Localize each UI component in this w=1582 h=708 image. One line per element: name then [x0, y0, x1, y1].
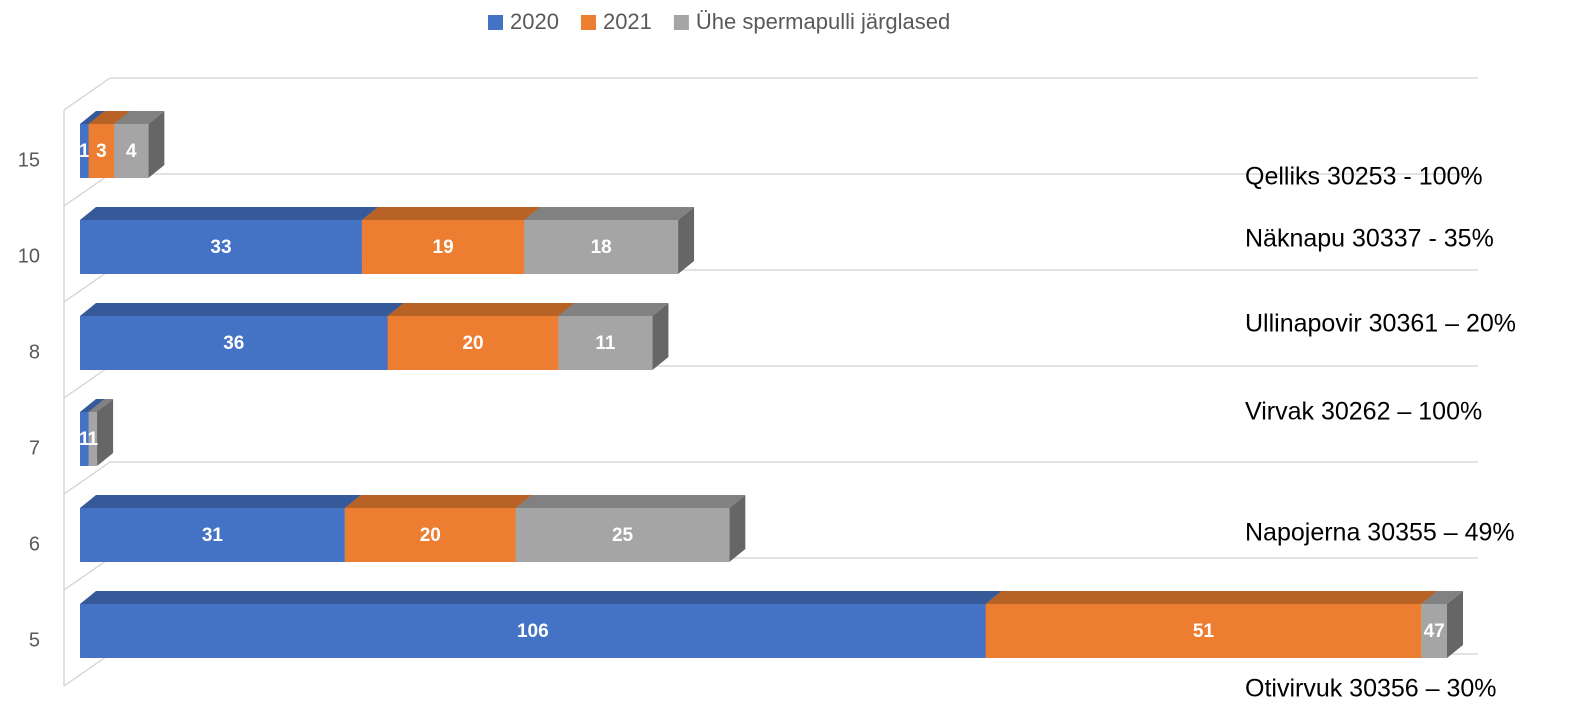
bar-segment: [80, 303, 404, 370]
bar-top: [1421, 591, 1463, 604]
grid-line: [63, 557, 1478, 591]
annotation: Napojerna 30355 – 49%: [1245, 519, 1515, 547]
bar-segment: [80, 591, 1002, 658]
legend-label: Ühe spermapulli järglased: [696, 9, 950, 34]
bar-top: [985, 591, 1438, 604]
data-label: 25: [612, 525, 634, 546]
bar-side: [97, 399, 114, 466]
grid-line: [63, 269, 1478, 303]
bar-segment: [524, 207, 695, 274]
bar-top: [387, 303, 575, 316]
bar: [524, 220, 679, 274]
data-label: 20: [462, 333, 483, 354]
data-label: 20: [420, 525, 441, 546]
bar-top: [80, 495, 361, 508]
y-tick-label: 6: [29, 533, 40, 555]
annotation: Qelliks 30253 - 100%: [1245, 163, 1483, 191]
legend-label: 2020: [510, 9, 559, 34]
data-label: 1: [88, 429, 99, 450]
bar: [80, 412, 89, 466]
bar-top: [88, 111, 131, 124]
bar: [80, 316, 388, 370]
bar: [80, 220, 362, 274]
bar-top: [80, 399, 105, 412]
annotation: Virvak 30262 – 100%: [1245, 398, 1482, 426]
bar: [88, 124, 115, 178]
bar-segment: [985, 591, 1438, 658]
data-label: 1: [79, 141, 90, 162]
bar-top: [344, 495, 532, 508]
bar: [344, 508, 516, 562]
annotation: Ullinapovir 30361 – 20%: [1245, 310, 1516, 338]
bar: [1421, 604, 1447, 658]
bar: [985, 604, 1422, 658]
data-label: 3: [96, 141, 107, 162]
bar-side: [729, 495, 746, 562]
data-label: 33: [210, 237, 231, 258]
bar-top: [524, 207, 695, 220]
y-tick-label: 8: [29, 341, 40, 363]
annotation: Otivirvuk 30356 – 30%: [1245, 675, 1497, 703]
data-label: 19: [433, 237, 454, 258]
data-label: 4: [126, 141, 137, 162]
data-label: 51: [1193, 621, 1215, 642]
bar-side: [148, 111, 165, 178]
bar-top: [361, 207, 541, 220]
legend-swatch: [488, 15, 503, 30]
data-label: 47: [1424, 621, 1445, 642]
bar-segment: [114, 111, 165, 178]
data-label: 18: [591, 237, 612, 258]
bar-top: [80, 303, 404, 316]
annotation: Näknapu 30337 - 35%: [1245, 225, 1494, 253]
legend-swatch: [580, 15, 596, 30]
bar-segment: [558, 303, 669, 370]
bar-top: [114, 111, 165, 124]
grid-line: [63, 365, 1478, 399]
data-label: 36: [223, 333, 244, 354]
bar: [361, 220, 525, 274]
grid-line: [63, 461, 1478, 495]
legend: 2020 2021 Ühe spermapulli järglased: [488, 9, 950, 34]
y-tick-label: 10: [18, 245, 40, 267]
bar-top: [80, 591, 1002, 604]
bar-segment: [88, 399, 114, 466]
bar: [558, 316, 653, 370]
data-label: 106: [517, 621, 549, 642]
bar-segment: [515, 495, 746, 562]
data-label: 11: [595, 333, 616, 354]
bar-side: [652, 303, 669, 370]
grid-line: [63, 77, 1478, 111]
bar-top: [80, 111, 105, 124]
bar: [515, 508, 730, 562]
bar-side: [1447, 591, 1463, 658]
bar-side: [678, 207, 695, 274]
bar: [387, 316, 559, 370]
data-label: 31: [202, 525, 224, 546]
data-label: 1: [79, 429, 90, 450]
bar: [80, 124, 89, 178]
bar: [80, 508, 345, 562]
bar: [88, 412, 98, 466]
bar-top: [558, 303, 669, 316]
bar-top: [80, 207, 378, 220]
legend-swatch: [673, 15, 689, 30]
bar: [80, 604, 986, 658]
y-tick-label: 5: [29, 629, 40, 651]
y-tick-label: 15: [18, 149, 40, 171]
bar-top: [88, 399, 114, 412]
y-tick-label: 7: [29, 437, 40, 459]
bar-top: [515, 495, 746, 508]
bar-segment: [1421, 591, 1463, 658]
legend-label: 2021: [603, 9, 652, 34]
bar: [114, 124, 149, 178]
